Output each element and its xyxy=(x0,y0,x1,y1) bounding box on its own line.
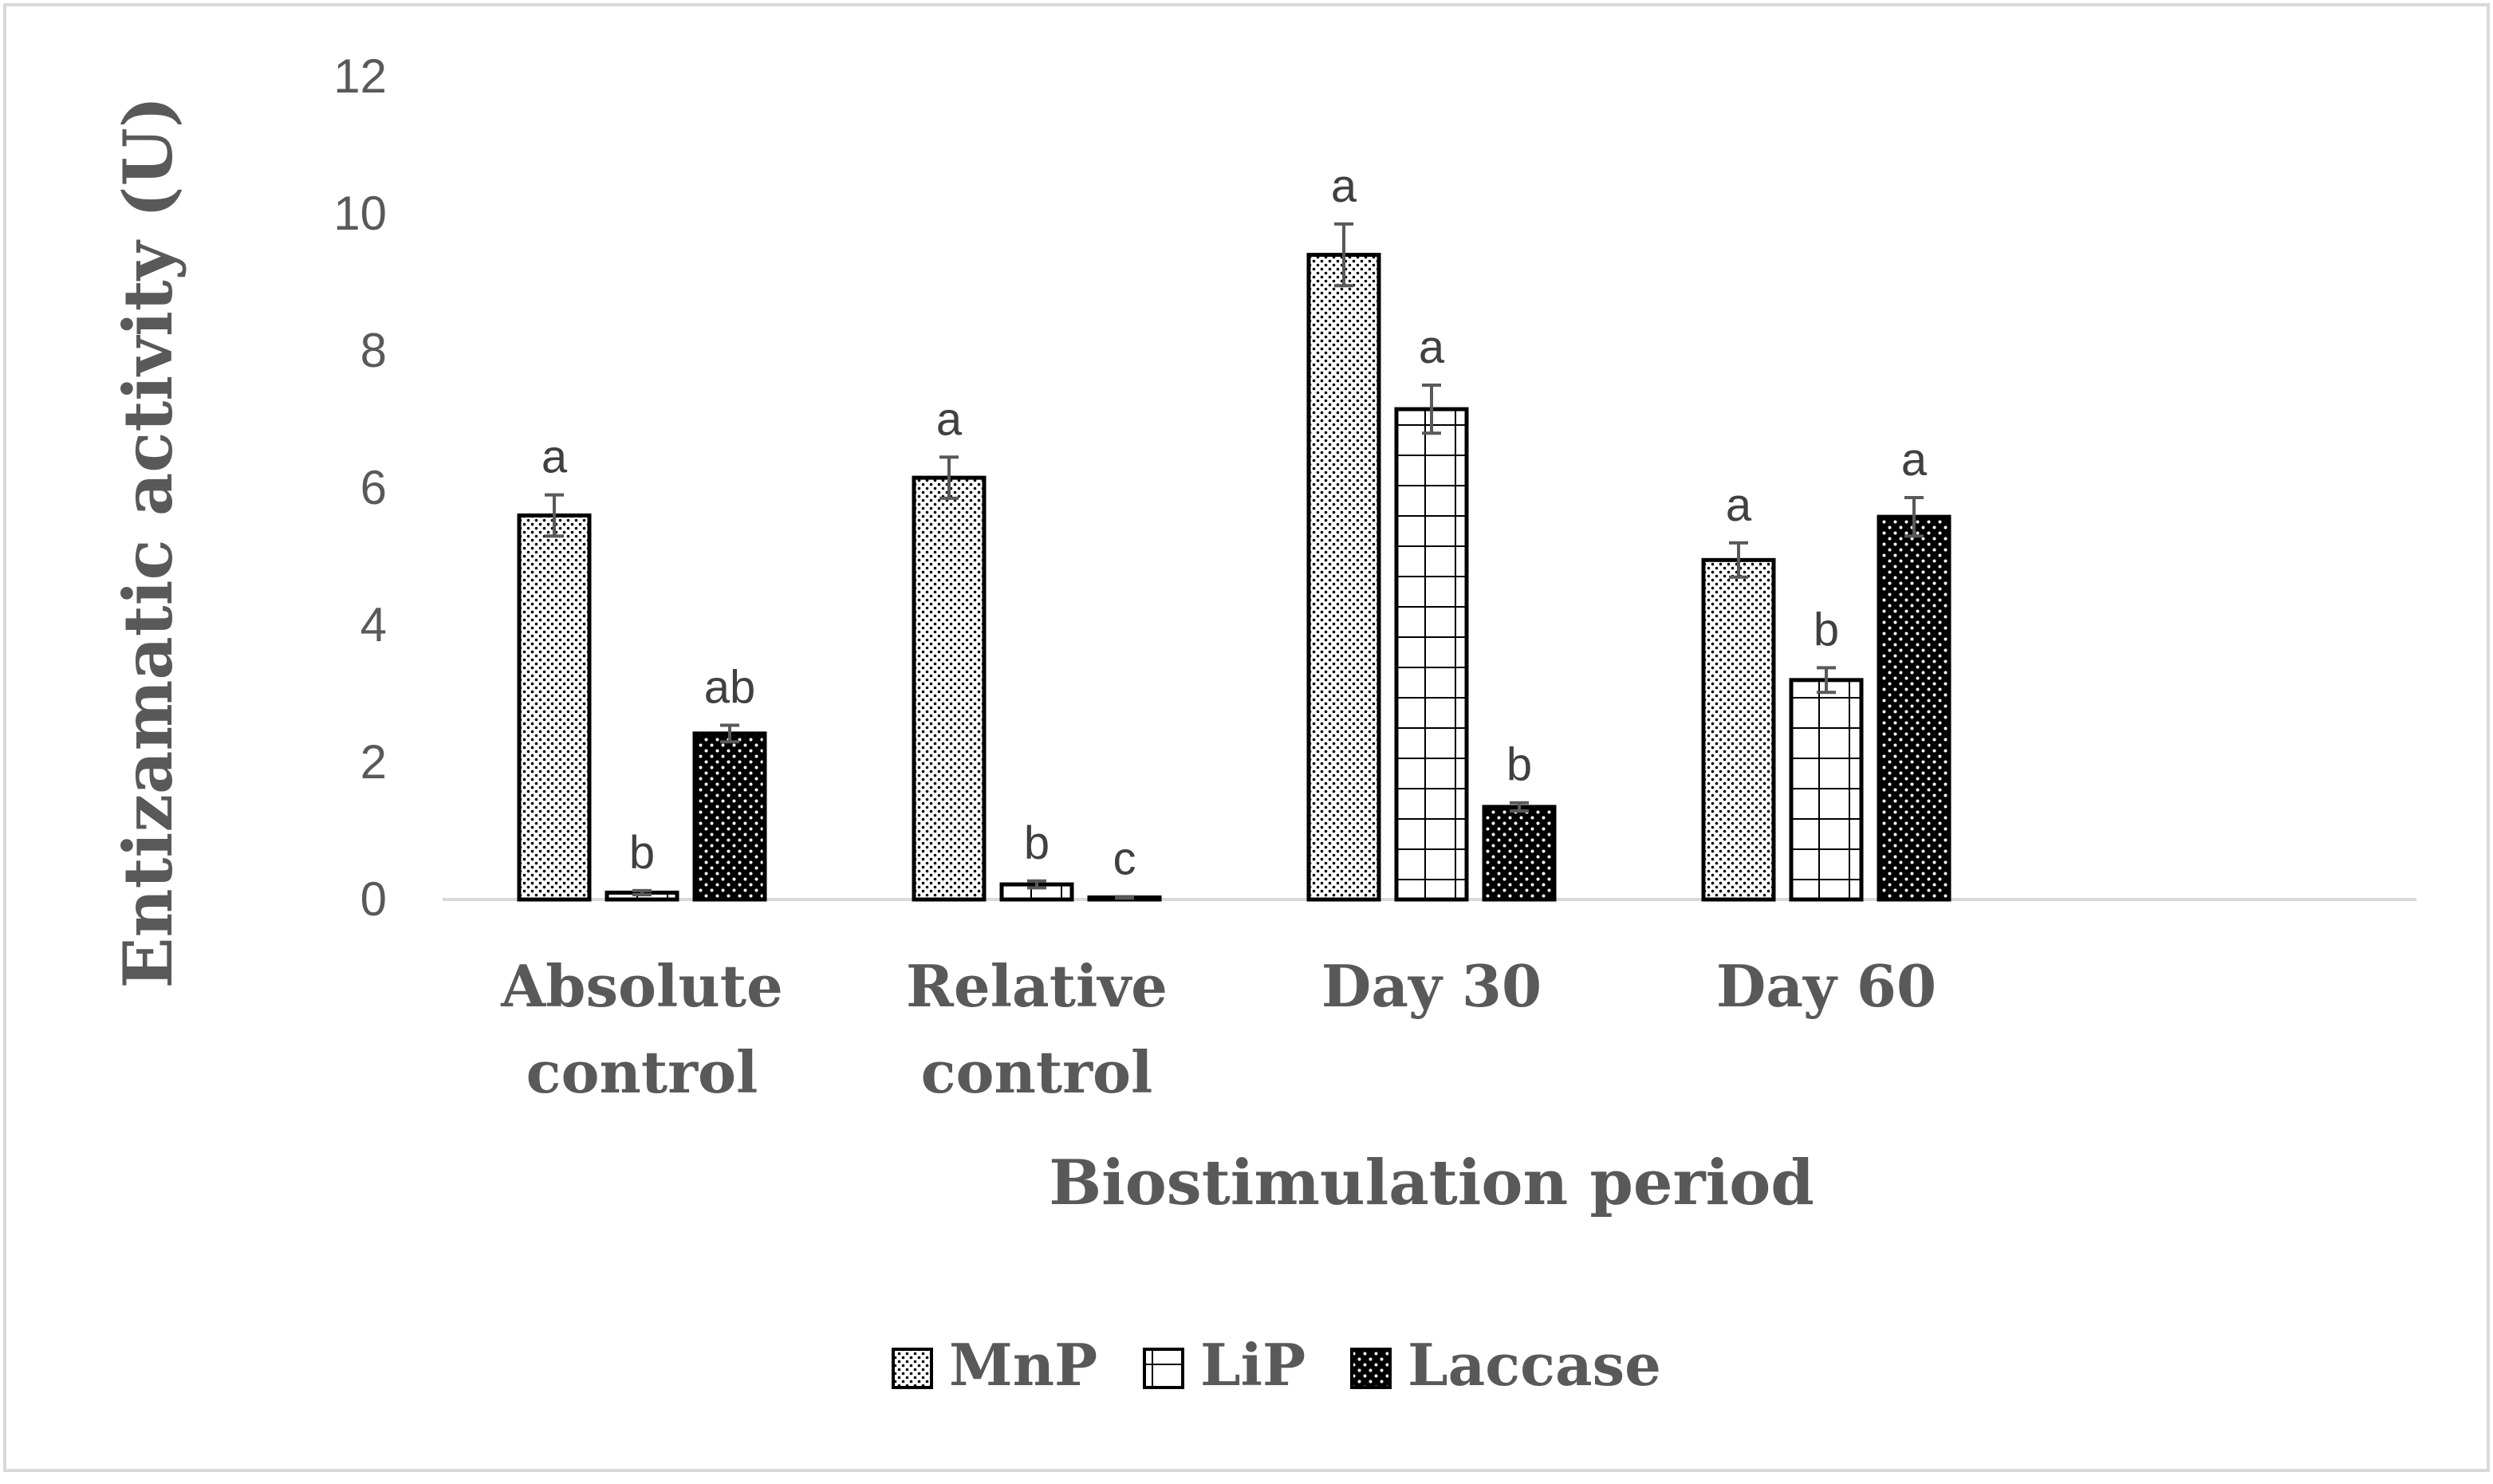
category-labels: Absolute control Relative control Day 30 Day … xyxy=(500,952,1936,1106)
bar-laccase xyxy=(1877,514,1951,902)
significance-letter: a xyxy=(1331,160,1357,212)
bar-mnp xyxy=(912,475,987,902)
significance-letter: a xyxy=(542,431,568,483)
significance-letter: a xyxy=(1901,434,1928,486)
chart-frame xyxy=(3,3,2490,1472)
bar-laccase xyxy=(692,731,767,902)
legend-label-lip: LiP xyxy=(1200,1331,1306,1399)
y-tick-label: 2 xyxy=(360,735,387,789)
category-label: Day 30 xyxy=(1321,952,1542,1020)
significance-letter: b xyxy=(1506,739,1532,791)
y-tick-label: 12 xyxy=(333,49,387,103)
y-axis-label-group: Entizamatic activity (U) xyxy=(108,96,187,989)
y-tick-label: 0 xyxy=(360,872,387,926)
category-label: Absolute xyxy=(500,952,783,1020)
legend-swatch-laccase xyxy=(1350,1348,1392,1389)
significance-letter: b xyxy=(1024,817,1050,869)
bar-mnp xyxy=(1701,557,1776,902)
category-label-line2: control xyxy=(921,1038,1153,1106)
legend-label-laccase: Laccase xyxy=(1408,1331,1661,1399)
significance-letter: ab xyxy=(704,662,756,714)
y-tick-labels: 0 2 4 6 8 10 12 xyxy=(333,49,387,926)
bar-mnp xyxy=(1306,253,1381,902)
y-tick-label: 6 xyxy=(360,461,387,514)
legend-label-mnp: MnP xyxy=(949,1331,1097,1399)
y-tick-label: 10 xyxy=(333,187,387,240)
x-axis-label: Biostimulation period xyxy=(1049,1147,1814,1219)
bar-mnp xyxy=(517,513,592,902)
y-tick-label: 4 xyxy=(360,598,387,651)
significance-letter: a xyxy=(936,393,963,445)
y-axis-label: Entizamatic activity (U) xyxy=(108,96,187,989)
legend-swatch-mnp xyxy=(892,1348,933,1389)
legend: MnP LiP Laccase xyxy=(892,1331,1661,1399)
significance-letter: b xyxy=(1814,604,1839,655)
category-label: Relative xyxy=(906,952,1168,1020)
significance-letter: a xyxy=(1726,479,1752,531)
category-label-line2: control xyxy=(526,1038,758,1106)
significance-letter: b xyxy=(629,827,655,879)
bar-lip xyxy=(1789,678,1864,902)
bar-laccase xyxy=(1482,805,1557,902)
y-tick-label: 8 xyxy=(360,324,387,377)
significance-letter: c xyxy=(1113,833,1136,885)
category-label: Day 60 xyxy=(1716,952,1936,1020)
legend-swatch-lip xyxy=(1143,1348,1184,1389)
bar-lip xyxy=(1394,407,1469,902)
significance-letter: a xyxy=(1419,321,1445,373)
